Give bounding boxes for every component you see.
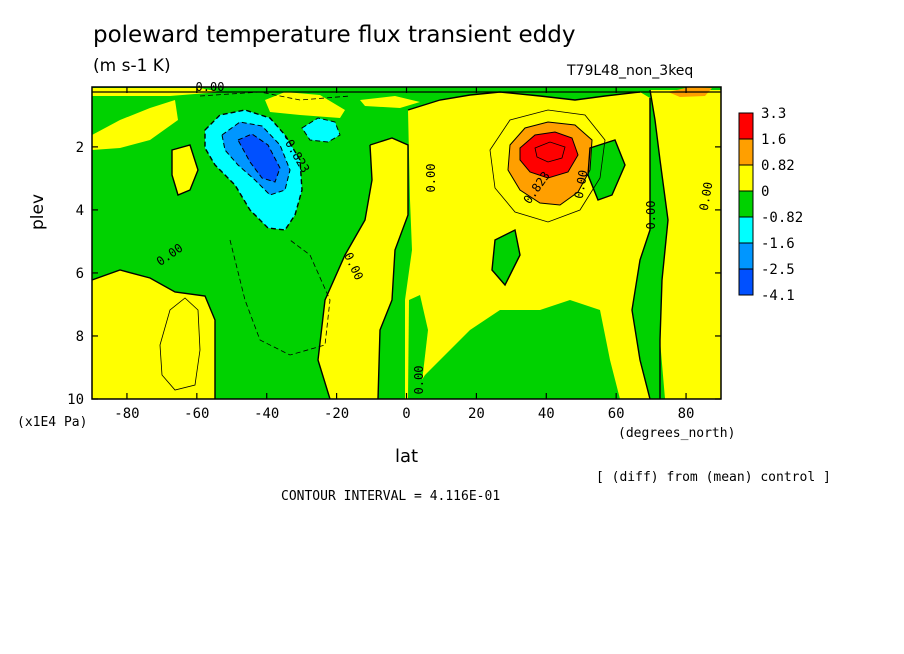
colorbar-swatch xyxy=(738,216,754,244)
colorbar-label: -1.6 xyxy=(761,236,795,252)
neg-contour-3 xyxy=(237,133,281,183)
zero-contour-4 xyxy=(317,144,373,399)
region-red-max xyxy=(520,132,578,178)
contour-label: 0.00 xyxy=(572,169,591,200)
pos-contour-0 xyxy=(489,109,606,223)
colorbar-label: 0 xyxy=(761,184,769,200)
region-yellow-pole xyxy=(650,90,721,399)
region-yellow-top2 xyxy=(360,96,420,108)
zero-contour-8 xyxy=(491,228,521,287)
colorbar-swatch xyxy=(738,268,754,296)
neg-contour-2 xyxy=(221,121,291,196)
zero-contour-7 xyxy=(649,89,669,399)
contour-label: 0.00 xyxy=(424,164,438,193)
neg-contour-1 xyxy=(204,109,303,231)
run-name: T79L48_non_3keq xyxy=(567,63,694,79)
colorbar-swatch xyxy=(738,242,754,270)
y-units-label: (x1E4 Pa) xyxy=(17,415,88,430)
diff-note: [ (diff) from (mean) control ] xyxy=(596,470,831,485)
x-tick-label: -60 xyxy=(184,406,209,422)
colorbar-label: -4.1 xyxy=(761,288,795,304)
region-yellow-nw xyxy=(92,100,178,150)
zero-contour-5 xyxy=(407,91,641,111)
pos-contour-2 xyxy=(519,131,579,179)
colorbar-swatch xyxy=(738,138,754,166)
units-label: (m s-1 K) xyxy=(93,56,171,76)
region-darkblue-min xyxy=(238,134,280,182)
neg-contour-6 xyxy=(199,91,351,101)
neg-contour-4 xyxy=(301,117,341,143)
x-axis-label: lat xyxy=(395,446,419,467)
y-tick-label: 4 xyxy=(76,203,84,219)
x-units-label: (degrees_north) xyxy=(618,426,736,441)
region-green-island3 xyxy=(650,375,665,399)
colorbar-label: -2.5 xyxy=(761,262,795,278)
colorbar-swatch xyxy=(738,164,754,192)
region-yellow-top1 xyxy=(265,92,345,118)
pos-contour-1 xyxy=(507,121,593,206)
region-green-strip xyxy=(408,295,428,399)
region-yellow-center xyxy=(318,138,408,399)
neg-contour-5 xyxy=(229,239,331,356)
pos-contour-sw xyxy=(159,297,201,391)
x-tick-label: 80 xyxy=(678,406,695,422)
contour-label: 0.00 xyxy=(644,201,658,230)
pos-contour-3 xyxy=(534,141,566,163)
colorbar-label: -0.82 xyxy=(761,210,803,226)
x-axis-ticks: -80 -60 -40 -20 0 20 40 60 80 xyxy=(114,87,694,422)
region-cyan-secondary xyxy=(302,118,340,142)
region-yellow-sw xyxy=(92,270,215,399)
x-tick-label: -40 xyxy=(254,406,279,422)
x-tick-label: 20 xyxy=(468,406,485,422)
zero-contour-6 xyxy=(631,98,651,399)
filled-contours xyxy=(92,87,721,399)
y-tick-label: 10 xyxy=(67,392,84,408)
colorbar-label: 3.3 xyxy=(761,106,786,122)
x-tick-label: 0 xyxy=(402,406,410,422)
zero-contour-1 xyxy=(92,269,216,399)
colorbar-swatch xyxy=(738,112,754,140)
contour-label: 0.00 xyxy=(412,366,426,395)
x-tick-label: -20 xyxy=(324,406,349,422)
colorbar: 3.3 1.6 0.82 0 -0.82 -1.6 -2.5 -4.1 xyxy=(738,106,803,304)
zero-contour-2 xyxy=(171,144,199,196)
contour-label: 0.00 xyxy=(697,181,716,212)
x-tick-label: 60 xyxy=(608,406,625,422)
chart-title: poleward temperature flux transient eddy xyxy=(93,22,576,48)
zero-contour-3 xyxy=(369,137,409,399)
colorbar-label: 1.6 xyxy=(761,132,786,148)
zero-contour-9 xyxy=(587,139,626,201)
y-tick-label: 8 xyxy=(76,329,84,345)
x-tick-label: 40 xyxy=(538,406,555,422)
colorbar-swatch xyxy=(738,190,754,218)
contour-label: 0.00 xyxy=(196,80,225,94)
y-tick-label: 2 xyxy=(76,140,84,156)
region-green-island1 xyxy=(492,230,520,285)
region-yellow-blob1 xyxy=(172,145,198,195)
contour-interval: CONTOUR INTERVAL = 4.116E-01 xyxy=(281,489,501,504)
x-tick-label: -80 xyxy=(114,406,139,422)
colorbar-label: 0.82 xyxy=(761,158,795,174)
y-axis-ticks: 2 4 6 8 10 xyxy=(67,140,721,408)
y-tick-label: 6 xyxy=(76,266,84,282)
